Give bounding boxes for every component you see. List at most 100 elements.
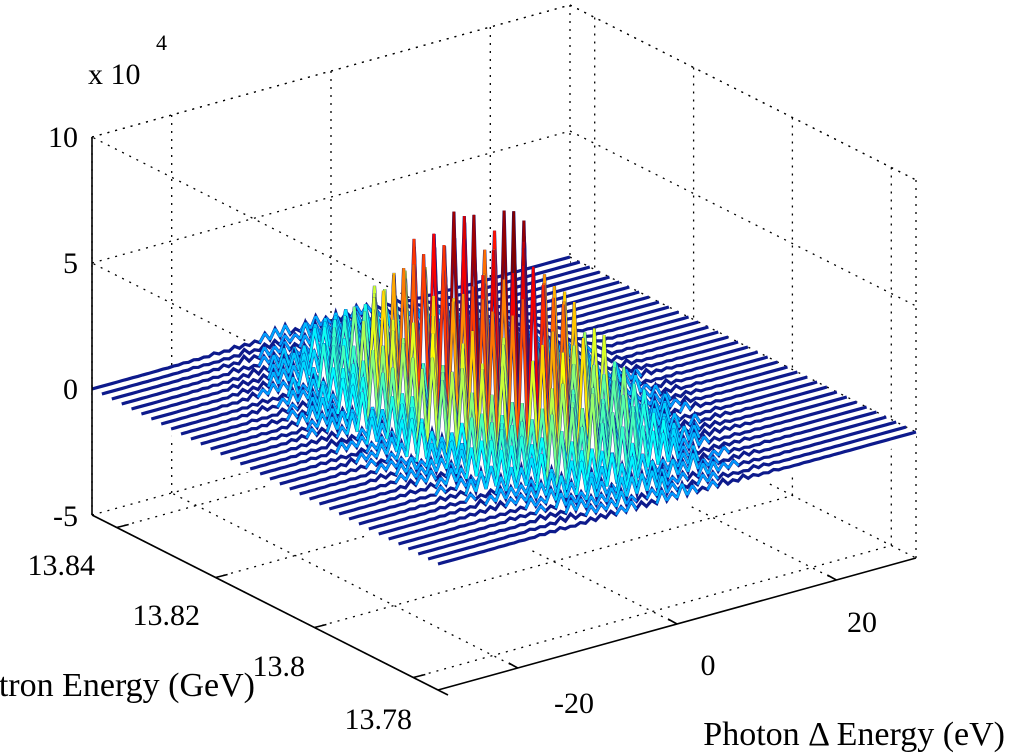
- surface-peak: [315, 412, 324, 428]
- surface-peak: [495, 449, 503, 487]
- surface-peak: [625, 476, 633, 497]
- surface-peak: [311, 396, 319, 413]
- surface-peak: [391, 396, 399, 437]
- surface-peak: [658, 393, 667, 411]
- surface-peak: [341, 378, 350, 412]
- surface-peak: [648, 400, 656, 421]
- surface-peak: [647, 412, 655, 452]
- surface-peak: [425, 443, 433, 467]
- surface-peak: [615, 476, 623, 500]
- surface-peak: [564, 494, 573, 507]
- surface-peak: [325, 416, 334, 433]
- surface-peak: [692, 445, 700, 462]
- surface-peak: [420, 466, 428, 476]
- surface-peak: [273, 345, 281, 354]
- surface-peak: [430, 431, 439, 457]
- surface-peak: [595, 450, 604, 482]
- surface-peak: [301, 412, 309, 423]
- surface-peak: [326, 408, 334, 425]
- surface-peak: [600, 450, 609, 479]
- surface-peak: [651, 430, 660, 465]
- surface-peak: [530, 444, 539, 476]
- surface-peak: [499, 476, 508, 492]
- surface-peak: [268, 345, 276, 357]
- surface-peak: [625, 495, 633, 505]
- surface-peak: [500, 429, 508, 476]
- surface-peak: [380, 463, 387, 471]
- surface-peak: [274, 327, 282, 338]
- surface-peak: [580, 461, 588, 493]
- surface-peak: [679, 401, 687, 413]
- surface-peak: [321, 397, 329, 418]
- surface-peak: [656, 432, 665, 465]
- surface-peak: [636, 425, 644, 471]
- surface-peak: [277, 358, 285, 377]
- surface-peak: [282, 368, 290, 382]
- surface-peak: [330, 416, 339, 430]
- surface-peak: [474, 470, 483, 492]
- surface-peak: [364, 459, 373, 469]
- surface-peak: [671, 482, 679, 491]
- tick-mark: [215, 573, 228, 579]
- surface-peak: [534, 497, 542, 507]
- surface-peak: [525, 457, 533, 486]
- surface-peak: [550, 414, 559, 478]
- surface-peak: [526, 360, 534, 455]
- surface-peak: [284, 324, 292, 335]
- surface-peak: [644, 383, 652, 391]
- surface-peak: [667, 436, 675, 463]
- surface-peak: [494, 488, 502, 503]
- surface-peak: [520, 467, 528, 486]
- surface-peak: [676, 472, 684, 483]
- surface-peak: [637, 404, 645, 447]
- surface-peak: [541, 344, 549, 457]
- surface-peak: [645, 488, 653, 500]
- surface-peak: [534, 505, 542, 515]
- surface-peak: [336, 378, 344, 415]
- surface-peak: [600, 480, 608, 495]
- surface-peak: [590, 448, 599, 482]
- tick-mark: [314, 623, 327, 629]
- surface-peak: [722, 445, 730, 454]
- surface-peak: [484, 465, 493, 490]
- surface-peak: [681, 471, 689, 481]
- surface-peak: [465, 447, 473, 480]
- surface-peak: [258, 332, 266, 344]
- surface-peak: [656, 458, 665, 473]
- surface-peak: [540, 453, 548, 488]
- surface-peak: [346, 385, 354, 420]
- grid-line: [171, 492, 518, 669]
- surface-peak: [282, 358, 291, 374]
- surface-peak: [635, 473, 644, 494]
- surface-peak: [417, 254, 425, 408]
- surface-peak: [341, 410, 349, 428]
- surface-peak: [634, 374, 642, 393]
- y-axis-line: [91, 514, 439, 691]
- surface-peak: [491, 311, 499, 448]
- surface-peak: [671, 458, 680, 475]
- surface-peak: [480, 369, 489, 458]
- surface-peak: [314, 323, 322, 342]
- surface-peak: [595, 480, 603, 498]
- x-tick-label: -20: [554, 687, 594, 720]
- surface-peak: [559, 492, 568, 506]
- surface-peak: [514, 484, 523, 497]
- surface-peak: [646, 430, 655, 468]
- surface-peak: [611, 412, 619, 469]
- surface-peak: [295, 412, 304, 426]
- surface-peak: [614, 506, 623, 516]
- grid-line: [91, 130, 571, 264]
- surface-peak: [450, 441, 458, 467]
- surface-peak: [703, 435, 711, 444]
- surface-peak: [625, 500, 633, 513]
- surface-peak: [641, 453, 649, 476]
- surface-peak: [445, 441, 453, 470]
- surface-peak: [332, 345, 340, 391]
- surface-peak: [576, 337, 585, 449]
- surface-peak: [450, 432, 459, 459]
- surface-peak: [299, 322, 307, 340]
- y-tick-label: 13.78: [345, 703, 413, 736]
- surface-peak: [283, 334, 291, 343]
- surface-peak: [316, 384, 324, 412]
- surface-peak: [636, 453, 644, 479]
